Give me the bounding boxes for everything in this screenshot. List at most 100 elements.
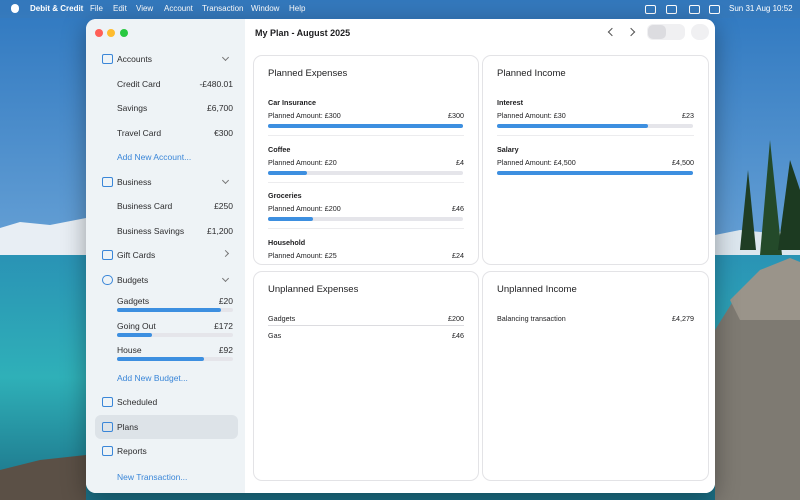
add-link[interactable]: Add New Budget... bbox=[117, 372, 188, 383]
status-icon[interactable] bbox=[666, 5, 677, 14]
item-name: Interest bbox=[497, 98, 523, 107]
separator bbox=[268, 135, 464, 136]
sidebar-icon bbox=[102, 446, 113, 456]
menu-item[interactable]: View bbox=[136, 4, 154, 13]
actual-amount: £300 bbox=[448, 111, 464, 120]
nav-item[interactable]: Reports bbox=[117, 446, 147, 456]
list-view[interactable] bbox=[648, 25, 666, 39]
nav-arrow[interactable] bbox=[626, 27, 636, 37]
chevron[interactable] bbox=[221, 176, 230, 184]
progress-bar bbox=[268, 217, 313, 221]
progress-track bbox=[497, 170, 693, 175]
actual-amount: £24 bbox=[452, 250, 464, 260]
nav-item[interactable]: Scheduled bbox=[117, 397, 158, 407]
status-icon[interactable] bbox=[709, 5, 720, 14]
row-amount: £46 bbox=[452, 331, 464, 340]
separator bbox=[268, 228, 464, 229]
clock[interactable]: Sun 31 Aug 10:52 bbox=[729, 4, 793, 13]
separator bbox=[268, 325, 464, 326]
item-name: Salary bbox=[497, 144, 519, 154]
page-title: My Plan - August 2025 bbox=[255, 28, 351, 38]
chevron[interactable] bbox=[221, 274, 230, 282]
progress-track bbox=[268, 263, 463, 264]
planned-amount: Planned Amount: £20 bbox=[268, 157, 337, 167]
nav-arrow[interactable] bbox=[607, 27, 617, 37]
status-icon[interactable] bbox=[689, 5, 700, 14]
separator bbox=[268, 181, 464, 183]
card: Unplanned Expenses Gadgets £200 Gas £46 bbox=[253, 271, 479, 481]
app-menu[interactable]: Debit & Credit bbox=[30, 4, 84, 13]
sidebar-amount: £20 bbox=[218, 296, 233, 306]
menu-item[interactable]: Account bbox=[164, 4, 193, 13]
window-button[interactable] bbox=[120, 29, 128, 37]
sidebar-item[interactable]: Savings bbox=[117, 103, 148, 113]
menu-item[interactable]: Edit bbox=[113, 4, 127, 13]
progress-bar bbox=[117, 357, 204, 361]
sidebar-amount: £172 bbox=[214, 320, 233, 331]
card: Unplanned Income Balancing transaction £4,… bbox=[482, 271, 709, 481]
card-title: Unplanned Income bbox=[497, 284, 577, 295]
sidebar-amount: £250 bbox=[214, 201, 233, 211]
new-transaction[interactable]: New Transaction... bbox=[117, 472, 188, 482]
progress-track bbox=[117, 308, 233, 312]
card: Planned Expenses Car Insurance Planned Amo… bbox=[253, 55, 479, 265]
progress-track bbox=[117, 332, 233, 337]
window-button[interactable] bbox=[95, 29, 103, 37]
chevron[interactable] bbox=[221, 53, 230, 62]
sidebar-item[interactable]: Going Out bbox=[117, 320, 156, 331]
group-header[interactable]: Gift Cards bbox=[117, 250, 156, 260]
progress-bar bbox=[117, 332, 152, 337]
menu-item[interactable]: Window bbox=[251, 4, 280, 13]
sidebar-amount: £1,200 bbox=[207, 225, 233, 236]
progress-track bbox=[117, 357, 233, 361]
window-button[interactable] bbox=[107, 29, 115, 37]
sidebar-item[interactable]: Credit Card bbox=[117, 78, 161, 89]
planned-amount: Planned Amount: £300 bbox=[268, 111, 341, 120]
card-title: Planned Income bbox=[497, 68, 566, 79]
more-button[interactable] bbox=[691, 24, 709, 40]
main-pane: My Plan - August 2025 Planned Expenses Car… bbox=[245, 19, 715, 493]
progress-track bbox=[268, 124, 463, 128]
group-header[interactable]: Budgets bbox=[117, 274, 149, 285]
menu-item[interactable]: Transaction bbox=[202, 4, 244, 13]
item-name: Household bbox=[268, 237, 306, 247]
apple-menu[interactable] bbox=[11, 4, 19, 13]
row-name: Gadgets bbox=[268, 314, 296, 323]
selection bbox=[95, 414, 238, 439]
sidebar-amount: €300 bbox=[214, 127, 233, 138]
actual-amount: £46 bbox=[452, 204, 464, 213]
sidebar-icon bbox=[102, 250, 113, 260]
progress-bar bbox=[497, 170, 693, 175]
group-header[interactable]: Business bbox=[117, 176, 152, 187]
sidebar-item[interactable]: Travel Card bbox=[117, 127, 162, 138]
add-link[interactable]: Add New Account... bbox=[117, 152, 192, 162]
row-amount: £200 bbox=[448, 314, 464, 323]
sidebar-amount: -£480.01 bbox=[199, 78, 233, 89]
menu-item[interactable]: Help bbox=[289, 4, 306, 13]
card: Planned Income Interest Planned Amount: £3… bbox=[482, 55, 709, 265]
row-name: Gas bbox=[268, 331, 282, 340]
nav-item[interactable]: Plans bbox=[117, 421, 139, 432]
status-icon[interactable] bbox=[645, 5, 656, 14]
sidebar-item[interactable]: Gadgets bbox=[117, 296, 150, 306]
item-name: Car Insurance bbox=[268, 98, 316, 107]
group-header[interactable]: Accounts bbox=[117, 54, 152, 64]
progress-bar bbox=[268, 263, 456, 264]
sidebar-item[interactable]: Business Savings bbox=[117, 225, 185, 236]
progress-track bbox=[268, 217, 463, 221]
sidebar-item[interactable]: House bbox=[117, 345, 142, 355]
actual-amount: £4,500 bbox=[672, 157, 694, 167]
app-window: Accounts Credit Card -£480.01 Savings £6,700… bbox=[86, 19, 715, 493]
progress-bar bbox=[268, 124, 463, 128]
sidebar-amount: £92 bbox=[218, 345, 233, 355]
sidebar-item[interactable]: Business Card bbox=[117, 201, 173, 211]
planned-amount: Planned Amount: £30 bbox=[497, 111, 566, 120]
sidebar-icon bbox=[102, 54, 113, 64]
chevron[interactable] bbox=[221, 249, 230, 258]
sidebar-icon bbox=[102, 421, 113, 432]
progress-bar bbox=[117, 308, 222, 312]
card-title: Planned Expenses bbox=[268, 68, 348, 79]
menu-item[interactable]: File bbox=[90, 4, 103, 13]
planned-amount: Planned Amount: £4,500 bbox=[497, 157, 576, 167]
